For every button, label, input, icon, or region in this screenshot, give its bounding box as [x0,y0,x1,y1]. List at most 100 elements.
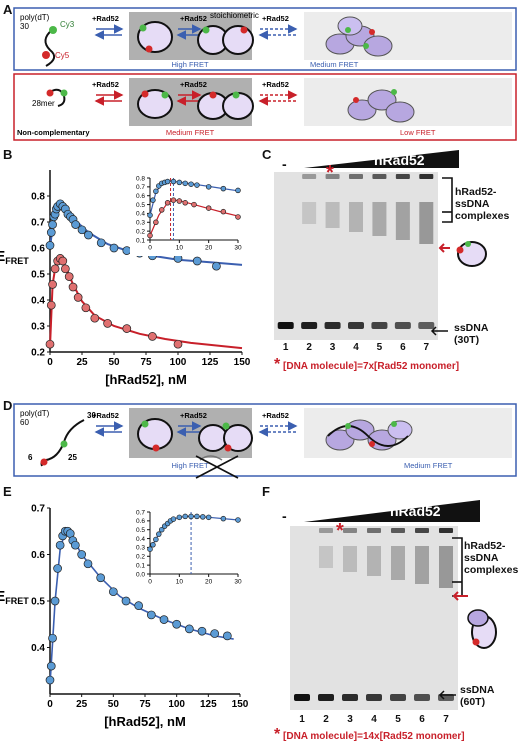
bottom-cluster [347,89,415,123]
E-main-point [121,596,131,606]
d-arrow2-label: +Rad52 [180,411,207,420]
d-crossed-out-state [195,455,239,479]
lane-number: 7 [443,714,449,725]
E-inset-ytick-label: 0.3 [136,545,145,552]
E-inset-ytick-label: 0.7 [136,509,145,516]
E-main-xtick-label: 50 [108,699,120,710]
B-inset-point [205,205,212,211]
lane-number: 4 [353,342,359,353]
complex-band [391,528,405,533]
E-main-point [146,610,156,620]
gel-f-image [290,526,458,710]
E-main-xtick-label: 125 [200,699,217,710]
B-inset-point [147,232,153,239]
free-ssdna-band [414,694,430,701]
E-inset-point [150,542,156,548]
panel-d-frame [13,403,517,477]
lane-number: 5 [376,342,383,353]
E-main-point [96,573,106,583]
gel-c-ssdna-label: ssDNA (30T) [454,322,489,346]
gel-f-footnote: * [DNA molecule]=14x[Rad52 monomer] [274,726,465,743]
d-cluster [325,419,413,451]
complex-band [349,174,363,179]
bottom-arrow2-label: +Rad52 [180,80,207,89]
E-main-point [77,550,87,559]
panel-a-bottom-frame [13,73,517,141]
B-inset-point [164,178,171,185]
E-main-xtick-label: 25 [76,699,88,710]
free-ssdna-band [277,322,294,329]
complex-smear [325,202,340,228]
E-inset-ytick-label: 0.4 [136,536,145,543]
top-cluster [325,16,393,57]
E-main-xtick-label: 100 [168,699,185,710]
gel-c-lane-numbers: 1 2 3 4 5 6 7 [274,342,438,354]
free-ssdna-band [324,322,341,329]
E-main-point [45,675,55,685]
E-main-point [172,619,182,629]
lane-number: 2 [323,714,329,725]
B-main-ytick-label: 0.8 [31,192,45,203]
free-ssdna-band [371,322,388,329]
gel-f-ssdna-label: ssDNA (60T) [460,684,495,708]
cy3-dot [49,26,57,34]
bottom-fret1: Medium FRET [166,128,215,137]
E-main-ytick-label: 0.7 [31,504,45,515]
free-ssdna-band [294,694,310,701]
panel-d-schematic: poly(dT) 60 30 6 25 +Rad52 +Rad52 High F… [13,403,517,479]
B-main-point [122,246,132,255]
free-ssdna-band [348,322,364,329]
B-inset-point [205,184,212,190]
complex-band [372,174,387,179]
d-n25: 25 [68,453,77,462]
B-main-point [90,313,100,323]
free-ssdna-band [301,322,318,329]
B-main-point [109,243,119,253]
E-main-point [108,587,118,597]
panel-b-chart: 0 25 50 75 100 125 1500.20.30.40.50.60.70.8[hR… [0,170,251,387]
B-main-point [46,300,56,310]
E-main-point [48,633,57,643]
E-inset-point [158,526,165,533]
complex-band [419,174,434,179]
B-main-point [103,319,112,328]
top-substrate-l1: poly(dT) [20,13,50,22]
panel-c-gel-figure: - hRad52 * 1 2 3 4 5 6 7 hRad52- ssDNA complexes… [270,150,520,396]
E-inset-xtick-label: 0 [148,579,152,586]
B-main-ytick-label: 0.3 [31,322,45,333]
d-fret2: Medium FRET [404,461,453,470]
B-main-point [84,230,93,240]
top-ring-1 [137,21,173,53]
B-inset-point [220,185,227,192]
complex-smear [415,546,429,584]
panel-label-f: F [262,484,270,499]
B-inset-xtick-label: 10 [176,245,184,252]
gel-f-title: hRad52 [390,503,441,519]
B-main-xtick-label: 0 [47,357,53,368]
bottom-arrow3-label: +Rad52 [262,80,289,89]
complex-band [415,528,429,533]
top-ssdna-strand [44,29,56,67]
E-inset-point [235,517,241,523]
E-inset-ytick-label: 0.0 [136,571,145,578]
B-inset-point [182,200,188,206]
lane-number: 4 [371,714,377,725]
top-arrow2-label: +Rad52 [180,14,207,23]
E-main-point [210,629,220,638]
E-main-point [184,624,194,634]
panel-a-top-frame [13,7,517,71]
panel-f-gel-figure: - hRad52 * 1 2 3 4 5 6 7 hRad52- ssDNA complexes… [270,490,520,744]
gel-c-ssdna-arrow [430,326,448,336]
d-n30: 30 [87,411,96,420]
E-main-point [222,631,232,641]
gel-f-ssdna-arrow [438,690,456,700]
complex-smear [319,546,333,568]
panel-a-schematic: poly(dT) 30 Cy3 Cy5 +Rad52 +Rad52 stoich… [13,7,517,141]
complex-band [439,528,453,533]
complex-smear [302,202,317,224]
gel-f-lane-numbers: 1 2 3 4 5 6 7 [290,714,458,726]
gel-c-titration-wedge [304,150,459,168]
B-main-point [192,256,202,266]
complex-smear [419,202,434,244]
cy3-label: Cy3 [60,20,75,29]
